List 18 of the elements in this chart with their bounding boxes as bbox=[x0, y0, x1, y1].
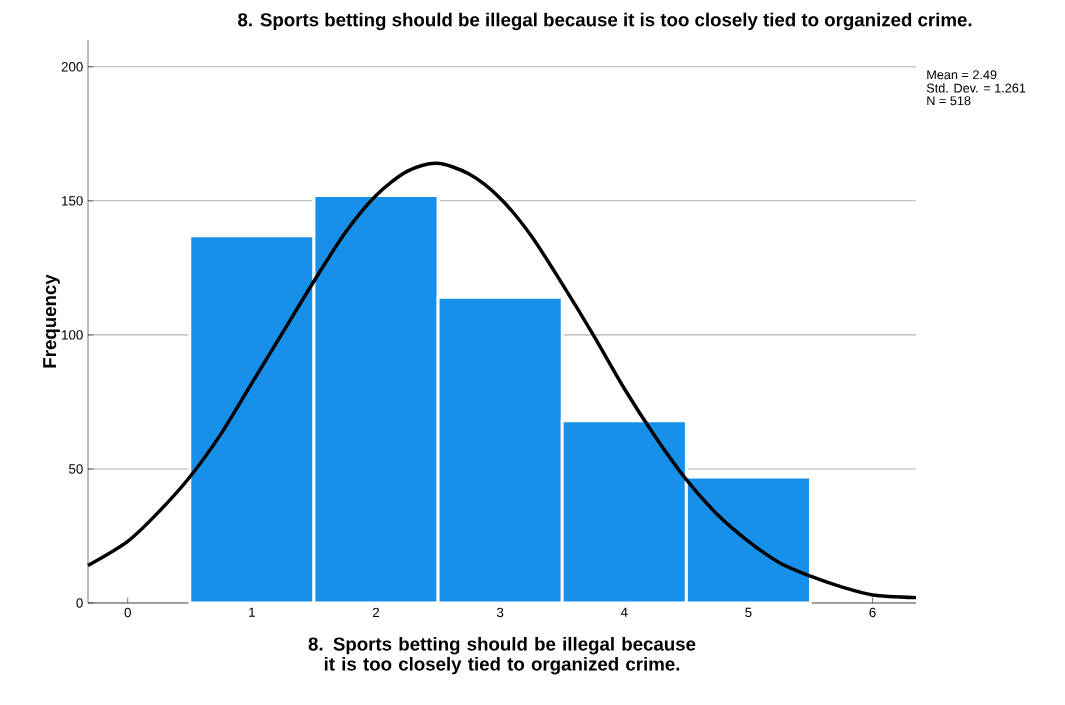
y-tick-label: 150 bbox=[62, 196, 83, 206]
x-tick-label: 1 bbox=[249, 607, 255, 617]
x-tick-label: 5 bbox=[745, 607, 752, 617]
y-tick-label: 50 bbox=[69, 464, 83, 474]
text: N = 518 bbox=[927, 96, 971, 106]
y-axis-title: Frequency bbox=[43, 274, 60, 368]
text: Mean = 2.49 bbox=[927, 70, 997, 80]
chart-title: 8. Sports betting should be illegal because it is too closely tied to organized crime. bbox=[238, 12, 972, 31]
x-axis-title: 8. Sports betting should be illegal because it is too closely tied to organized crime. bbox=[308, 636, 696, 675]
x-tick-label: 4 bbox=[620, 607, 628, 617]
x-tick-label: 0 bbox=[124, 607, 131, 618]
y-tick-label: 200 bbox=[61, 62, 83, 72]
x-tick-label: 3 bbox=[496, 607, 504, 618]
x-tick-label: 2 bbox=[372, 607, 380, 617]
text: Std. Dev. = 1.261 bbox=[926, 83, 1026, 93]
x-tick-label: 6 bbox=[869, 607, 876, 618]
y-tick-label: 0 bbox=[76, 598, 83, 608]
y-tick-label: 100 bbox=[62, 330, 83, 340]
